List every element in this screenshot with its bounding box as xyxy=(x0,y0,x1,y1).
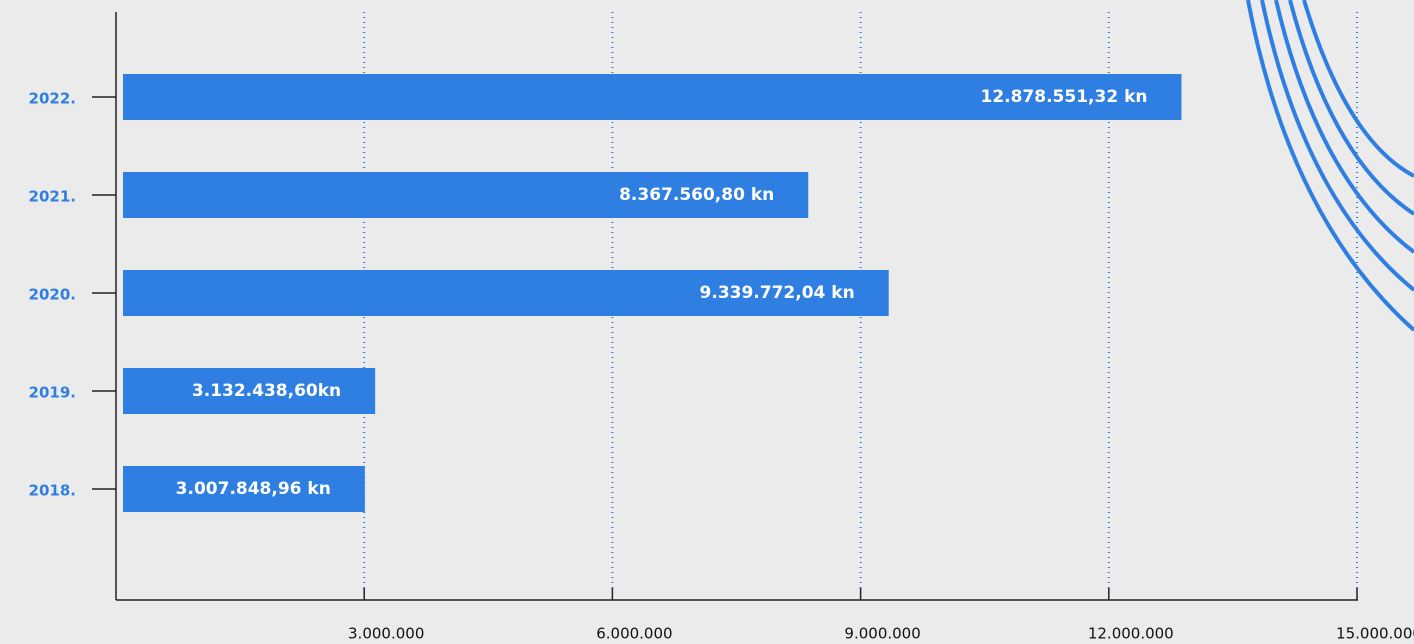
x-tick-label: 9.000.000 xyxy=(844,625,920,643)
value-label: 8.367.560,80 kn xyxy=(619,185,774,205)
arc xyxy=(1302,0,1414,178)
y-tick-label: 2022. xyxy=(29,90,76,108)
x-tick-label: 15.000.000 xyxy=(1336,625,1414,643)
decoration xyxy=(1246,0,1414,332)
arc xyxy=(1274,0,1414,254)
y-tick-label: 2021. xyxy=(29,188,76,206)
value-label: 9.339.772,04 kn xyxy=(700,283,855,303)
bar xyxy=(123,270,889,316)
arc xyxy=(1246,0,1414,332)
y-tick-label: 2018. xyxy=(29,482,76,500)
value-label: 12.878.551,32 kn xyxy=(980,87,1147,107)
value-label: 3.132.438,60kn xyxy=(192,381,341,401)
x-tick-label: 12.000.000 xyxy=(1088,625,1174,643)
value-label: 3.007.848,96 kn xyxy=(176,479,331,499)
bar xyxy=(123,172,809,218)
y-tick-label: 2019. xyxy=(29,384,76,402)
bar xyxy=(123,466,365,512)
arc xyxy=(1260,0,1414,292)
bar xyxy=(123,74,1182,120)
x-tick-label: 6.000.000 xyxy=(596,625,672,643)
arc xyxy=(1288,0,1414,216)
x-tick-label: 3.000.000 xyxy=(348,625,424,643)
bar xyxy=(123,368,376,414)
y-tick-label: 2020. xyxy=(29,286,76,304)
